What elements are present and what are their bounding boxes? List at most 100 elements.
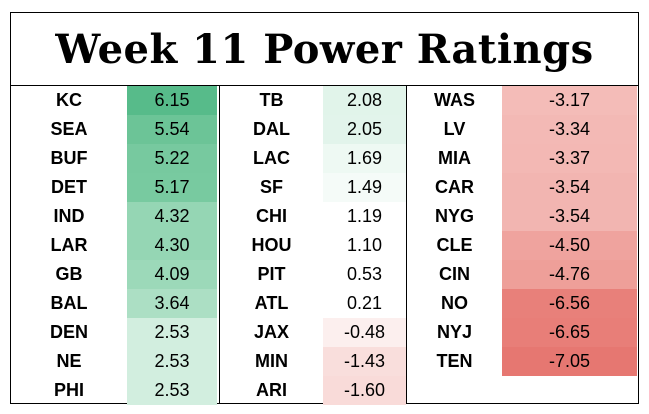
team-abbrev: CAR bbox=[435, 177, 474, 197]
table-row: TEN -7.05 bbox=[407, 347, 638, 376]
team-abbrev: HOU bbox=[251, 235, 292, 255]
rating-value: -3.37 bbox=[502, 144, 637, 173]
table-row: MIA -3.37 bbox=[407, 144, 638, 173]
table-row: GB 4.09 bbox=[11, 260, 219, 289]
team-abbrev: IND bbox=[53, 206, 85, 226]
team-abbrev: LAC bbox=[253, 148, 290, 168]
power-ratings-table: Week 11 Power Ratings KC 6.15 SEA 5.54 BUF 5.… bbox=[10, 12, 639, 405]
rating-value: 6.15 bbox=[127, 86, 217, 115]
ratings-columns: KC 6.15 SEA 5.54 BUF 5.22 DET 5.17 IND 4.32 LAR 4.3… bbox=[11, 86, 638, 405]
team-abbrev: PIT bbox=[257, 264, 286, 284]
table-row: LAC 1.69 bbox=[220, 144, 406, 173]
team-abbrev: BAL bbox=[50, 293, 88, 313]
table-row: BUF 5.22 bbox=[11, 144, 219, 173]
rating-value: 1.49 bbox=[323, 173, 406, 202]
table-row: CLE -4.50 bbox=[407, 231, 638, 260]
table-row: KC 6.15 bbox=[11, 86, 219, 115]
rating-value: 4.32 bbox=[127, 202, 217, 231]
team-abbrev: NO bbox=[441, 293, 468, 313]
rating-value: 2.53 bbox=[127, 376, 217, 405]
table-row: ARI -1.60 bbox=[220, 376, 406, 405]
table-row: LAR 4.30 bbox=[11, 231, 219, 260]
table-row: DAL 2.05 bbox=[220, 115, 406, 144]
team-abbrev: TEN bbox=[436, 351, 473, 371]
table-row: CHI 1.19 bbox=[220, 202, 406, 231]
rating-value: -4.50 bbox=[502, 231, 637, 260]
team-abbrev: BUF bbox=[50, 148, 88, 168]
team-abbrev: JAX bbox=[254, 322, 290, 342]
table-row: TB 2.08 bbox=[220, 86, 406, 115]
rating-value: 2.53 bbox=[127, 347, 217, 376]
team-abbrev: DEN bbox=[49, 322, 88, 342]
team-abbrev: CLE bbox=[436, 235, 473, 255]
table-row: SEA 5.54 bbox=[11, 115, 219, 144]
rating-value: 1.69 bbox=[323, 144, 406, 173]
table-row: ATL 0.21 bbox=[220, 289, 406, 318]
table-row: DET 5.17 bbox=[11, 173, 219, 202]
table-row: NO -6.56 bbox=[407, 289, 638, 318]
table-row: CAR -3.54 bbox=[407, 173, 638, 202]
team-abbrev: PHI bbox=[53, 380, 84, 400]
rating-value: 3.64 bbox=[127, 289, 217, 318]
team-abbrev: MIN bbox=[255, 351, 288, 371]
ratings-column-1: KC 6.15 SEA 5.54 BUF 5.22 DET 5.17 IND 4.32 LAR 4.3… bbox=[11, 86, 219, 405]
table-row: PHI 2.53 bbox=[11, 376, 219, 405]
team-abbrev: SF bbox=[260, 177, 284, 197]
table-row: WAS -3.17 bbox=[407, 86, 638, 115]
table-row: NYJ -6.65 bbox=[407, 318, 638, 347]
team-abbrev: SEA bbox=[50, 119, 88, 139]
rating-value: 5.22 bbox=[127, 144, 217, 173]
rating-value: 2.05 bbox=[323, 115, 406, 144]
table-row: LV -3.34 bbox=[407, 115, 638, 144]
rating-value: -3.54 bbox=[502, 202, 637, 231]
team-abbrev: WAS bbox=[433, 90, 475, 110]
table-row: SF 1.49 bbox=[220, 173, 406, 202]
rating-value: 0.53 bbox=[323, 260, 406, 289]
rating-value: 1.19 bbox=[323, 202, 406, 231]
team-abbrev: GB bbox=[55, 264, 83, 284]
rating-value: 2.08 bbox=[323, 86, 406, 115]
rating-value: -6.56 bbox=[502, 289, 637, 318]
rating-value: 5.17 bbox=[127, 173, 217, 202]
team-abbrev: NE bbox=[56, 351, 82, 371]
table-row: HOU 1.10 bbox=[220, 231, 406, 260]
team-abbrev: DET bbox=[51, 177, 87, 197]
rating-value: -0.48 bbox=[323, 318, 406, 347]
rating-value: -1.43 bbox=[323, 347, 406, 376]
rating-value: 4.30 bbox=[127, 231, 217, 260]
rating-value: 1.10 bbox=[323, 231, 406, 260]
team-abbrev: KC bbox=[56, 90, 82, 110]
page-title: Week 11 Power Ratings bbox=[55, 25, 594, 73]
team-abbrev: CIN bbox=[439, 264, 470, 284]
rating-value: -6.65 bbox=[502, 318, 637, 347]
rating-value: -4.76 bbox=[502, 260, 637, 289]
rating-value: -3.54 bbox=[502, 173, 637, 202]
team-abbrev: LV bbox=[443, 119, 466, 139]
rating-value: 4.09 bbox=[127, 260, 217, 289]
team-abbrev: TB bbox=[259, 90, 284, 110]
rating-value: -3.17 bbox=[502, 86, 637, 115]
table-row: NYG -3.54 bbox=[407, 202, 638, 231]
title-box: Week 11 Power Ratings bbox=[11, 13, 638, 86]
rating-value: 2.53 bbox=[127, 318, 217, 347]
rating-value: -7.05 bbox=[502, 347, 637, 376]
team-abbrev: NYJ bbox=[436, 322, 472, 342]
table-row: MIN -1.43 bbox=[220, 347, 406, 376]
team-abbrev: ATL bbox=[254, 293, 289, 313]
table-row: CIN -4.76 bbox=[407, 260, 638, 289]
table-row: PIT 0.53 bbox=[220, 260, 406, 289]
team-abbrev: ARI bbox=[256, 380, 287, 400]
ratings-column-2: TB 2.08 DAL 2.05 LAC 1.69 SF 1.49 CHI 1.19 HOU 1.10… bbox=[219, 86, 406, 405]
rating-value: -1.60 bbox=[323, 376, 406, 405]
rating-value: 5.54 bbox=[127, 115, 217, 144]
rating-value: 0.21 bbox=[323, 289, 406, 318]
table-row: NE 2.53 bbox=[11, 347, 219, 376]
table-row: BAL 3.64 bbox=[11, 289, 219, 318]
team-abbrev: NYG bbox=[434, 206, 474, 226]
team-abbrev: LAR bbox=[50, 235, 88, 255]
team-abbrev: MIA bbox=[438, 148, 471, 168]
table-row: JAX -0.48 bbox=[220, 318, 406, 347]
ratings-column-3: WAS -3.17 LV -3.34 MIA -3.37 CAR -3.54 NYG -3.54 C… bbox=[406, 86, 638, 403]
team-abbrev: DAL bbox=[253, 119, 290, 139]
team-abbrev: CHI bbox=[256, 206, 287, 226]
